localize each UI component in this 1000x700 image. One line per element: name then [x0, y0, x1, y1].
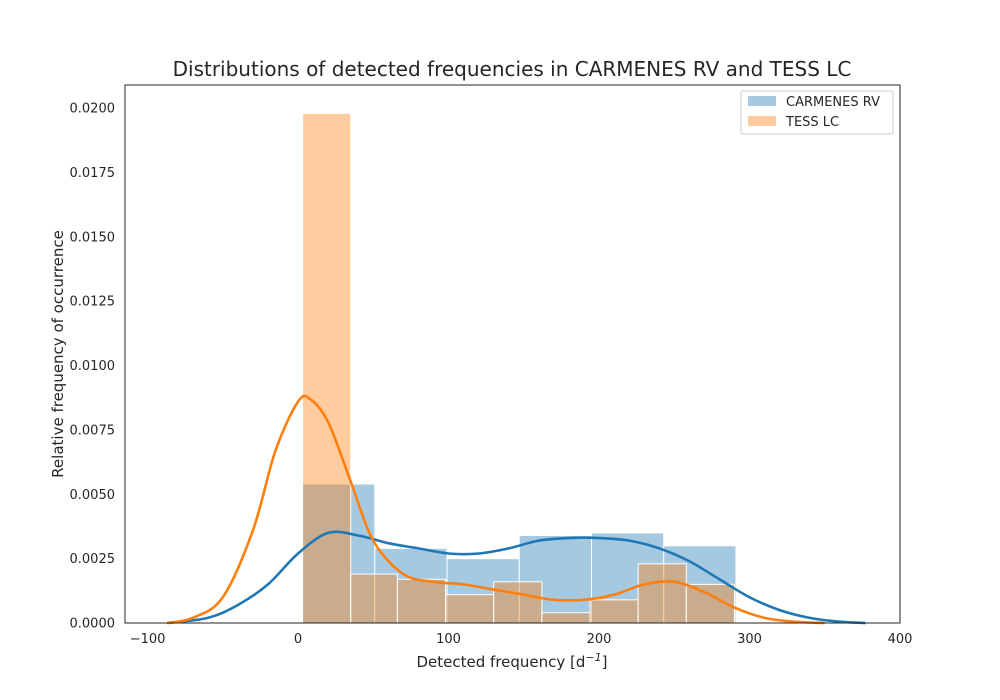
kde-line-carmenes — [166, 530, 866, 625]
legend: CARMENES RV TESS LC — [740, 90, 894, 135]
legend-swatch-carmenes — [748, 96, 776, 106]
hist-bar-tess — [350, 573, 398, 624]
hist-bar-tess — [493, 581, 543, 624]
axes-frame — [124, 84, 901, 624]
y-tick-label: 0.0025 — [70, 552, 116, 567]
x-axis-ticks: −100 0 100 200 300 400 — [130, 632, 913, 647]
y-tick-label: 0.0175 — [70, 166, 116, 181]
hist-bar-carmenes — [302, 483, 376, 624]
y-axis-ticks: 0.0000 0.0025 0.0050 0.0075 0.0100 0.0125 0.01… — [70, 102, 116, 632]
y-tick-label: 0.0050 — [70, 488, 116, 503]
hist-bar-tess — [541, 612, 591, 624]
x-tick-label: 100 — [436, 632, 461, 647]
y-tick-label: 0.0100 — [70, 359, 116, 374]
histogram-bars — [302, 112, 737, 624]
y-tick-label: 0.0200 — [70, 102, 116, 117]
x-axis-label: Detected frequency [d−1] — [417, 651, 608, 671]
chart-title: Distributions of detected frequencies in… — [173, 57, 852, 81]
hist-bar-tess — [685, 583, 735, 624]
hist-bar-tess — [445, 594, 495, 624]
x-axis-label-text: Detected frequency [d — [417, 653, 586, 671]
kde-curves — [166, 394, 866, 625]
y-tick-label: 0.0075 — [70, 423, 116, 438]
x-tick-label: −100 — [130, 632, 166, 647]
y-axis-label: Relative frequency of occurrence — [49, 230, 67, 478]
hist-bar-tess — [396, 578, 447, 624]
hist-bar-tess — [302, 112, 352, 624]
hist-bar-tess — [637, 563, 687, 624]
y-tick-label: 0.0150 — [70, 230, 116, 245]
legend-label-carmenes[interactable]: CARMENES RV — [786, 95, 880, 110]
legend-box — [740, 90, 894, 135]
y-tick-label: 0.0000 — [70, 617, 116, 632]
legend-swatch-tess — [748, 116, 776, 126]
x-axis-label-superscript: −1 — [585, 651, 601, 664]
x-tick-label: 0 — [294, 632, 302, 647]
hist-bar-tess — [589, 599, 639, 624]
legend-label-tess[interactable]: TESS LC — [785, 115, 839, 130]
plot-area — [124, 84, 901, 625]
x-axis-label-close: ] — [602, 653, 608, 671]
x-tick-label: 400 — [888, 632, 913, 647]
x-tick-label: 200 — [587, 632, 612, 647]
y-tick-label: 0.0125 — [70, 295, 116, 310]
x-tick-label: 300 — [737, 632, 762, 647]
kde-line-tess — [166, 394, 825, 625]
